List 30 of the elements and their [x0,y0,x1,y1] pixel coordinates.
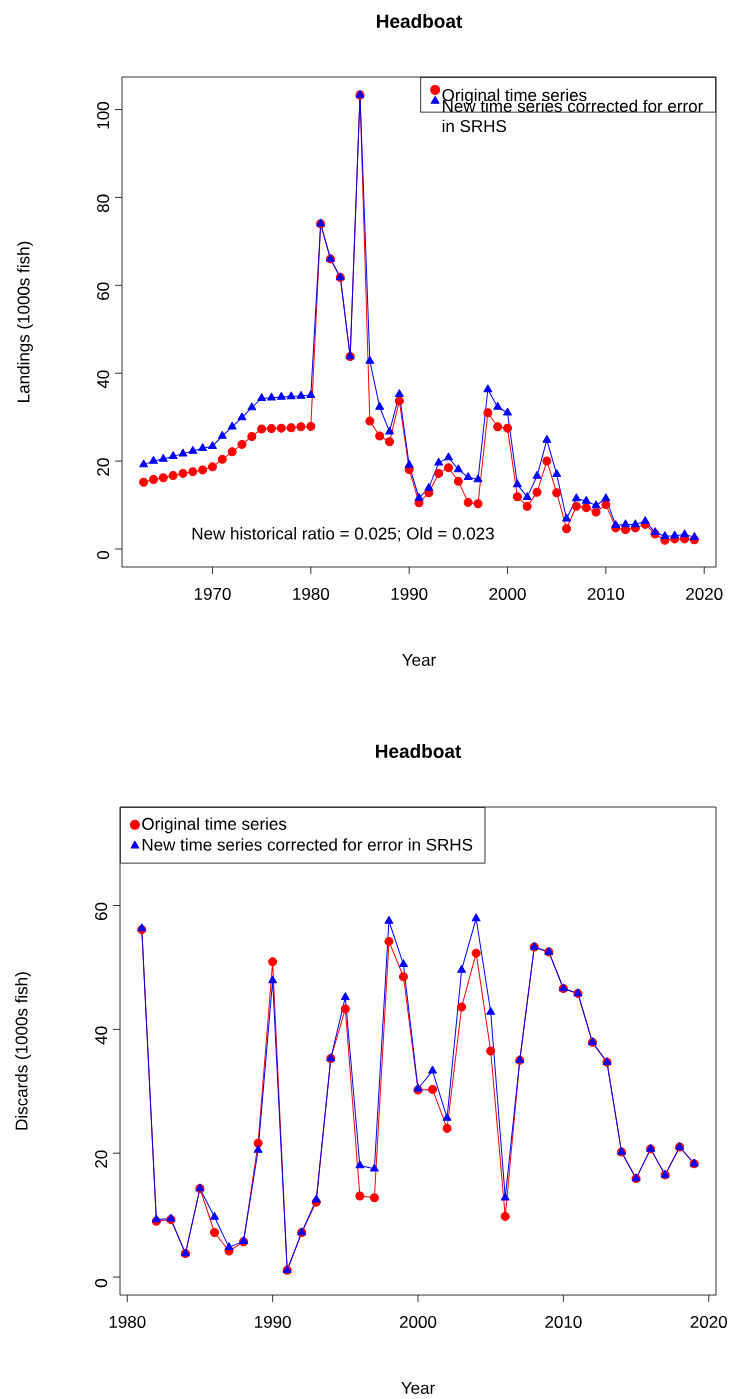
annotation: New historical ratio = 0.025; Old = 0.023 [192,527,494,542]
x-tick-label: 1980 [293,587,330,600]
x-axis-title: Year [401,1382,435,1394]
x-tick-label: 2010 [545,1315,582,1328]
y-tick-label: 100 [97,102,110,129]
legend-label: New time series corrected for error in SRHS [142,838,473,851]
y-tick-label: 0 [97,550,110,560]
x-tick-label: 1970 [194,587,231,600]
y-tick-label: 60 [97,282,110,300]
y-tick-label: 40 [97,370,110,389]
x-tick-label: 2020 [686,587,723,600]
legend-label: Original time series [142,817,287,834]
y-tick-label: 20 [95,1150,108,1168]
y-tick-label: 60 [95,902,108,921]
y-tick-label: 80 [97,194,110,213]
x-tick-label: 1990 [391,587,428,600]
x-tick-label: 2000 [489,587,526,600]
chart-title: Headboat [376,14,463,28]
x-tick-label: 2010 [587,587,625,600]
y-tick-label: 40 [95,1026,108,1045]
x-tick-label: 1980 [109,1315,146,1328]
x-tick-label: 1990 [255,1315,291,1328]
x-tick-label: 2020 [690,1315,727,1328]
y-axis-title: Discards (1000s fish) [15,972,31,1130]
chart-title: Headboat [375,744,462,759]
y-tick-label: 0 [95,1279,108,1288]
y-axis-title: Landings (1000s fish) [17,241,33,402]
x-axis-title: Year [402,654,436,666]
y-tick-label: 20 [97,458,110,476]
x-tick-label: 2000 [399,1315,437,1328]
